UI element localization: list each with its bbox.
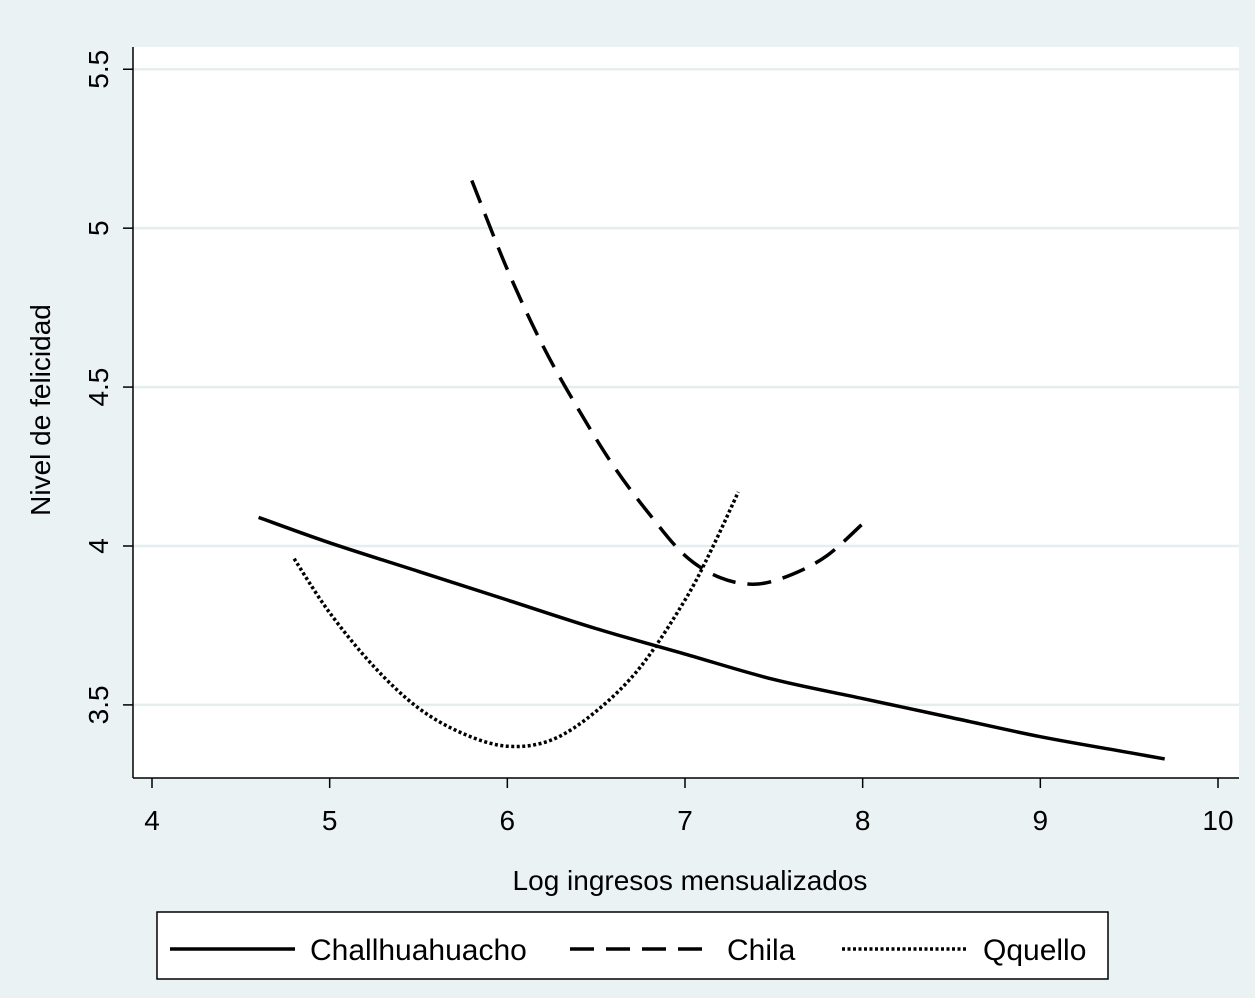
legend-label-challhuahuacho: Challhuahuacho [310,934,527,967]
y-axis-title: Nivel de felicidad [25,304,56,516]
x-tick-label: 8 [855,805,871,836]
grid-lines [133,67,1239,707]
y-tick-label: 5.5 [83,50,114,89]
x-tick-label: 9 [1033,805,1049,836]
y-tick-label: 3.5 [83,685,114,724]
x-tick-label: 6 [500,805,516,836]
x-tick-label: 4 [144,805,160,836]
series-lines [258,179,1166,761]
legend-label-chila: Chila [727,934,796,967]
series-line-chila [470,179,864,586]
y-tick-label: 4 [83,538,114,554]
plot-area-background [133,47,1239,778]
y-tick-label: 4.5 [83,368,114,407]
x-tick-label: 10 [1202,805,1233,836]
series-line-qquello [292,491,740,749]
y-tick-label: 5 [83,220,114,236]
legend: Challhuahuacho Chila Qquello [156,911,1109,980]
legend-box [156,911,1109,980]
x-tick-label: 5 [322,805,338,836]
series-line-challhuahuacho [258,515,1166,761]
legend-label-qquello: Qquello [983,934,1086,967]
x-tick-label: 7 [677,805,693,836]
axes: 3.5 4 4.5 5 5.5 4 5 6 7 8 9 10 [83,47,1239,836]
x-axis-title: Log ingresos mensualizados [513,865,868,896]
